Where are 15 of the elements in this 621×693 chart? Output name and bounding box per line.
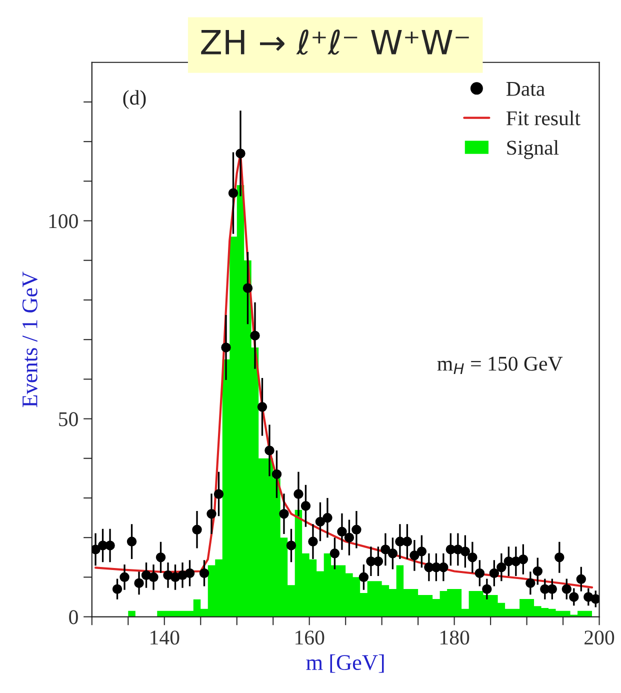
legend-label: Data	[506, 82, 545, 96]
x-axis-title: m [GeV]	[306, 654, 384, 673]
chart-title: ZH → ℓ⁺ℓ⁻ W⁺W⁻	[201, 30, 469, 55]
y-tick-label: 100	[49, 214, 78, 228]
x-tick-label: 200	[584, 630, 614, 645]
legend-label: Signal	[507, 140, 559, 160]
y-tick-label: 0	[69, 610, 78, 624]
y-tick-label: 50	[59, 412, 78, 426]
legend-label: Fit result	[506, 110, 580, 126]
x-tick-label: 180	[440, 630, 470, 645]
annotation: (d)	[123, 90, 146, 109]
annotation: m$_{H}$ = 150 GeV	[437, 356, 563, 374]
x-tick-label: 140	[150, 630, 180, 645]
x-tick-label: 160	[296, 630, 324, 645]
y-axis-title: Events / 1 GeV	[22, 272, 38, 408]
